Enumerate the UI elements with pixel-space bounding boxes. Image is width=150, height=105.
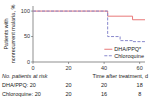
risk-table: No. patients at risk Time after treatment…	[2, 73, 148, 97]
y-tick	[31, 62, 33, 63]
y-tick-label: 50	[24, 33, 30, 39]
risk-count: 8	[138, 91, 141, 97]
y-tick	[31, 11, 33, 12]
risk-table-time-label: Time after treatment, d	[93, 73, 148, 79]
legend-label: DHA/PPQ*	[114, 46, 142, 52]
risk-row-label: DHA/PPQ: 20	[2, 82, 36, 88]
x-tick-label: 60	[137, 65, 143, 71]
risk-count: 20	[101, 82, 107, 88]
y-axis-label: Patients with	[3, 18, 9, 49]
y-tick	[31, 36, 33, 37]
y-axis-label: nonrecurrent malaria, %	[10, 5, 16, 64]
x-axis-line	[33, 62, 145, 63]
x-tick-label: 40	[101, 65, 107, 71]
y-axis-line	[33, 6, 34, 62]
risk-count: 16	[101, 91, 107, 97]
legend-label: Chloroquine	[114, 53, 144, 59]
plot-area	[33, 11, 145, 42]
legend: DHA/PPQ*Chloroquine	[104, 46, 144, 59]
risk-row-label: Chloroquine: 20	[2, 91, 41, 97]
y-tick-label: 100	[21, 8, 30, 14]
km-curve	[33, 11, 145, 42]
risk-table-title: No. patients at risk	[2, 73, 48, 79]
chart: 0 20 40 60 0 50 100 Patients withnonrecurrent m…	[0, 0, 150, 105]
risk-count: 18	[137, 82, 143, 88]
km-curve	[33, 11, 145, 20]
x-tick-label: 0	[31, 65, 34, 71]
x-tick-label: 20	[65, 65, 71, 71]
legend-swatch	[104, 55, 112, 56]
y-tick-label: 0	[27, 59, 30, 65]
legend-swatch	[104, 49, 112, 50]
risk-count: 20	[65, 82, 71, 88]
risk-count: 20	[65, 91, 71, 97]
